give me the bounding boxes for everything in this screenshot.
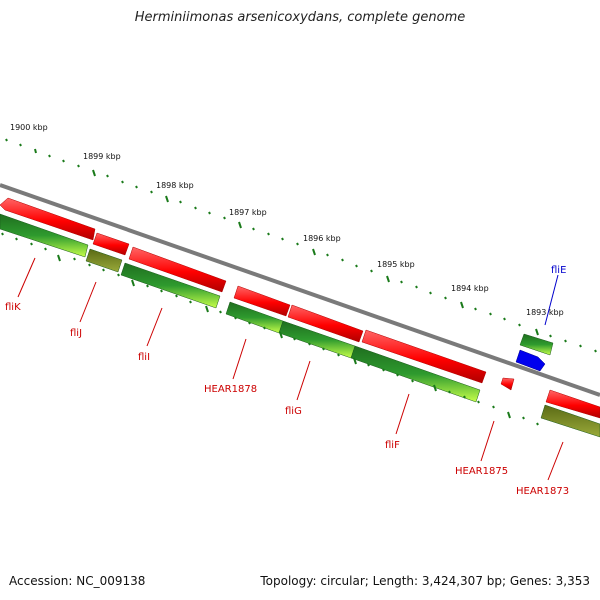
outer-tick-ruler: [5, 138, 597, 353]
reverse-strand-genes: [0, 213, 600, 438]
inner-tick-ruler: [1, 232, 539, 426]
gene-fliE-reverse[interactable]: [519, 333, 554, 356]
gene-fliJ-reverse[interactable]: [85, 248, 123, 273]
gene-label-HEAR1873: HEAR1873: [516, 486, 569, 497]
gene-label-fliF: fliF: [385, 440, 400, 451]
kbp-label-1893: 1893 kbp: [526, 308, 564, 317]
gene-fliK-reverse[interactable]: [0, 213, 89, 258]
kbp-label-1898: 1898 kbp: [156, 181, 194, 190]
genome-backbone: [0, 183, 600, 397]
gene-label-fliK: fliK: [5, 302, 21, 313]
gene-fliI-forward[interactable]: [128, 246, 227, 293]
gene-HEAR1875-forward[interactable]: [500, 377, 515, 391]
forward-strand-genes: [0, 197, 600, 419]
gene-HEAR1878-forward[interactable]: [233, 285, 291, 317]
kbp-label-1895: 1895 kbp: [377, 260, 415, 269]
gene-fliK-forward[interactable]: [0, 197, 96, 241]
gene-fliF-reverse[interactable]: [350, 345, 481, 403]
accession-text: Accession: NC_009138: [9, 574, 146, 588]
kbp-label-1894: 1894 kbp: [451, 284, 489, 293]
gene-label-fliJ: fliJ: [70, 328, 82, 339]
gene-label-fliI: fliI: [138, 352, 150, 363]
gene-label-HEAR1878: HEAR1878: [204, 384, 257, 395]
gene-label-fliG: fliG: [285, 406, 302, 417]
label-callouts: [17, 257, 564, 481]
map-title: Herminiimonas arsenicoxydans, complete g…: [134, 10, 466, 25]
gene-blue-small[interactable]: [515, 349, 546, 372]
kbp-label-1897: 1897 kbp: [229, 208, 267, 217]
gene-fliF-forward[interactable]: [361, 329, 487, 384]
gene-label-fliE: fliE: [551, 265, 566, 276]
gene-HEAR1873-forward[interactable]: [545, 389, 600, 419]
gene-fliI-reverse[interactable]: [120, 262, 221, 309]
genome-summary-text: Topology: circular; Length: 3,424,307 bp…: [260, 574, 590, 588]
kbp-label-1900: 1900 kbp: [10, 123, 48, 132]
gene-HEAR1873-reverse[interactable]: [540, 404, 600, 438]
kbp-label-1899: 1899 kbp: [83, 152, 121, 161]
gene-label-HEAR1875: HEAR1875: [455, 466, 508, 477]
gene-fliG-forward[interactable]: [287, 304, 364, 343]
gene-fliJ-forward[interactable]: [92, 232, 130, 256]
kbp-label-1896: 1896 kbp: [303, 234, 341, 243]
